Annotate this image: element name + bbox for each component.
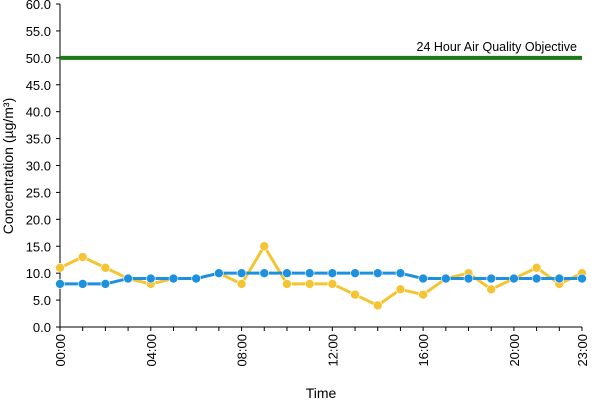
y-tick-label: 35.0 bbox=[26, 132, 51, 147]
data-point bbox=[372, 300, 383, 311]
y-tick-label: 5.0 bbox=[33, 293, 51, 308]
y-tick-label: 55.0 bbox=[26, 24, 51, 39]
data-point bbox=[395, 268, 406, 278]
series-1 bbox=[55, 241, 587, 311]
data-point bbox=[100, 279, 111, 289]
data-point bbox=[350, 268, 360, 278]
data-point bbox=[77, 252, 88, 262]
data-point bbox=[554, 273, 565, 284]
x-tick-label: 08:00 bbox=[235, 334, 250, 367]
data-point bbox=[55, 279, 65, 289]
x-tick-label: 23:00 bbox=[575, 334, 590, 367]
data-point bbox=[531, 273, 542, 284]
data-point bbox=[395, 284, 406, 295]
data-point bbox=[77, 279, 88, 289]
y-tick-label: 0.0 bbox=[33, 320, 51, 335]
x-tick-label: 12:00 bbox=[325, 334, 340, 367]
data-point bbox=[236, 279, 247, 289]
data-point bbox=[145, 273, 156, 284]
data-point bbox=[214, 268, 224, 278]
data-point bbox=[282, 279, 292, 289]
data-point bbox=[531, 262, 542, 273]
data-point bbox=[55, 262, 65, 273]
data-point bbox=[327, 268, 338, 278]
x-axis-title: Time bbox=[306, 385, 337, 400]
data-point bbox=[509, 273, 519, 284]
data-point bbox=[372, 268, 383, 278]
data-point bbox=[441, 273, 451, 284]
y-tick-label: 15.0 bbox=[26, 239, 51, 254]
data-point bbox=[463, 273, 474, 284]
x-tick-label: 00:00 bbox=[53, 334, 68, 367]
data-point bbox=[350, 289, 360, 300]
data-point bbox=[304, 279, 315, 289]
data-point bbox=[282, 268, 292, 278]
y-tick-label: 25.0 bbox=[26, 185, 51, 200]
data-point bbox=[168, 273, 179, 284]
objective-line-group: 24 Hour Air Quality Objective bbox=[60, 40, 582, 60]
series-group bbox=[55, 241, 587, 311]
data-point bbox=[191, 273, 201, 284]
y-tick-label: 20.0 bbox=[26, 212, 51, 227]
x-tick-label: 20:00 bbox=[507, 334, 522, 367]
data-point bbox=[304, 268, 315, 278]
y-tick-label: 50.0 bbox=[26, 51, 51, 66]
data-point bbox=[577, 273, 587, 284]
y-tick-label: 30.0 bbox=[26, 159, 51, 174]
data-point bbox=[259, 268, 270, 278]
data-point bbox=[100, 262, 111, 273]
data-point bbox=[486, 284, 497, 295]
data-point bbox=[327, 279, 338, 289]
x-tick-label: 04:00 bbox=[144, 334, 159, 367]
data-point bbox=[259, 241, 270, 252]
y-tick-label: 40.0 bbox=[26, 105, 51, 120]
data-point bbox=[418, 289, 428, 300]
data-point bbox=[418, 273, 428, 284]
axes: 0.0 5.0 10.0 15.0 20.0 25.0 30.0 35.0 40.0 45.0 50… bbox=[26, 0, 590, 367]
y-tick-label: 60.0 bbox=[26, 0, 51, 12]
data-point bbox=[486, 273, 497, 284]
data-point bbox=[236, 268, 247, 278]
series-line bbox=[59, 244, 583, 307]
y-axis-title: Concentration (µg/m³) bbox=[0, 98, 16, 234]
series-2 bbox=[55, 268, 587, 289]
data-point bbox=[123, 273, 133, 284]
x-tick-label: 16:00 bbox=[416, 334, 431, 367]
objective-line-label: 24 Hour Air Quality Objective bbox=[417, 40, 578, 54]
y-tick-label: 45.0 bbox=[26, 78, 51, 93]
y-tick-label: 10.0 bbox=[26, 266, 51, 281]
